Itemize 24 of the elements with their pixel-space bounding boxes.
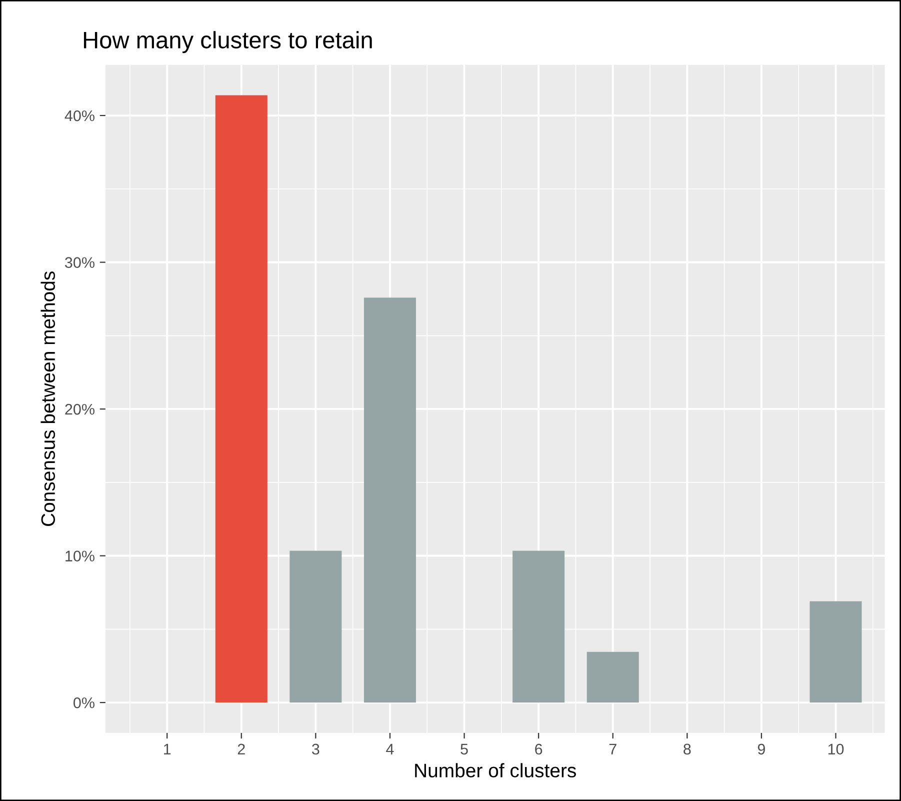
y-tick-label: 20%	[65, 404, 94, 415]
y-tick-label: 30%	[65, 257, 94, 268]
x-tick-label: 8	[684, 744, 691, 755]
x-tick-label: 7	[609, 744, 616, 754]
y-tick-label: 0%	[74, 697, 94, 708]
chart-title: How many clusters to retain	[84, 31, 372, 54]
bar	[810, 601, 862, 703]
bar	[215, 95, 268, 703]
x-tick-label: 5	[460, 744, 468, 755]
y-tick-label: 10%	[66, 550, 94, 562]
bar	[364, 298, 416, 703]
x-tick-label: 4	[386, 744, 394, 754]
x-tick-label: 2	[238, 744, 245, 754]
y-tick-label: 40%	[64, 110, 94, 122]
x-axis-title: Number of clusters	[415, 763, 576, 778]
bar	[512, 550, 565, 703]
x-tick-label: 6	[535, 744, 542, 755]
bar	[290, 550, 342, 703]
bar	[586, 652, 639, 703]
x-tick-label: 10	[828, 744, 844, 755]
x-tick-label: 9	[758, 744, 765, 755]
y-axis-title: Consensus between methods	[40, 272, 56, 526]
x-tick-label: 1	[164, 744, 171, 754]
x-tick-label: 3	[312, 744, 320, 755]
